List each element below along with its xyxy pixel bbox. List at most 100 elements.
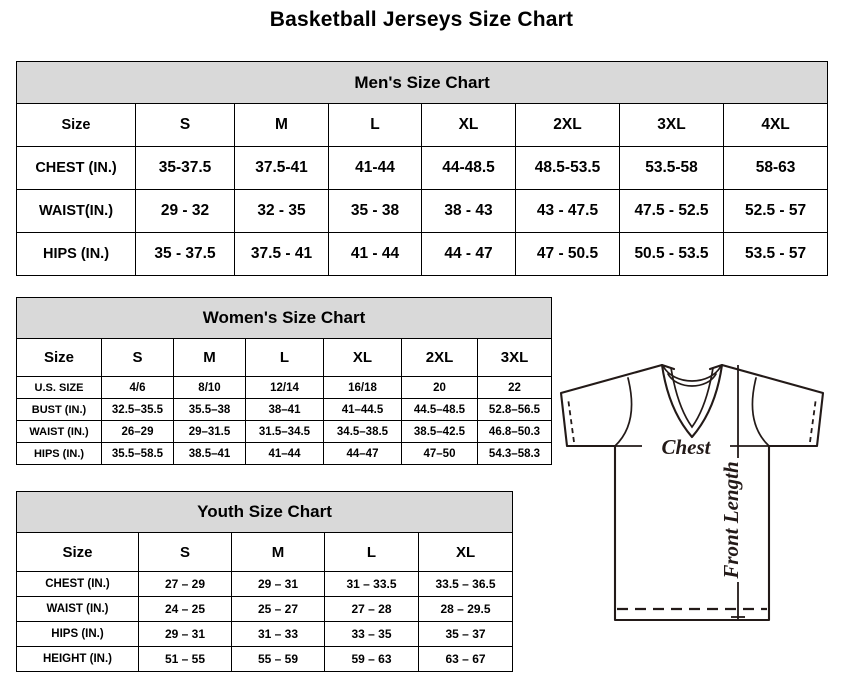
table-cell: 54.3–58.3 bbox=[476, 442, 553, 465]
table-cell: 35 – 37 bbox=[417, 621, 514, 647]
youth-row-label-chest: CHEST (IN.) bbox=[16, 571, 139, 597]
table-cell: 51 – 55 bbox=[138, 646, 232, 672]
table-row: WAIST (IN.) 24 – 25 25 – 27 27 – 28 28 –… bbox=[16, 596, 514, 622]
table-cell: 27 – 29 bbox=[138, 571, 232, 597]
table-cell: 37.5-41 bbox=[234, 146, 329, 190]
youth-col-size: Size bbox=[16, 532, 139, 572]
page-title: Basketball Jerseys Size Chart bbox=[269, 8, 574, 31]
table-cell: 26–29 bbox=[101, 420, 174, 443]
mens-col-m: M bbox=[234, 103, 329, 147]
table-cell: 12/14 bbox=[245, 376, 324, 399]
youth-col-xl: XL bbox=[417, 532, 514, 572]
table-row: CHEST (IN.) 27 – 29 29 – 31 31 – 33.5 33… bbox=[16, 571, 514, 597]
youth-row-label-height: HEIGHT (IN.) bbox=[16, 646, 139, 672]
womens-size-chart-table: Women's Size Chart Size S M L XL 2XL 3XL… bbox=[15, 297, 553, 465]
table-cell: 52.5 - 57 bbox=[722, 189, 829, 233]
table-cell: 28 – 29.5 bbox=[417, 596, 514, 622]
table-row: HEIGHT (IN.) 51 – 55 55 – 59 59 – 63 63 … bbox=[16, 646, 514, 672]
mens-row-label-waist: WAIST(IN.) bbox=[16, 189, 136, 233]
table-cell: 33 – 35 bbox=[324, 621, 419, 647]
mens-col-s: S bbox=[135, 103, 235, 147]
shirt-right-cuff-dash bbox=[809, 397, 817, 443]
shirt-body-outline bbox=[613, 444, 771, 622]
mens-col-3xl: 3XL bbox=[619, 103, 724, 147]
table-cell: 48.5-53.5 bbox=[515, 146, 620, 190]
womens-chart-caption: Women's Size Chart bbox=[15, 297, 553, 339]
table-cell: 29–31.5 bbox=[173, 420, 246, 443]
youth-col-s: S bbox=[138, 532, 232, 572]
table-cell: 34.5–38.5 bbox=[323, 420, 402, 443]
womens-col-m: M bbox=[173, 338, 246, 377]
table-cell: 47.5 - 52.5 bbox=[619, 189, 724, 233]
mens-col-size: Size bbox=[16, 103, 136, 147]
youth-header-row: Size S M L XL bbox=[16, 532, 514, 572]
table-row: BUST (IN.) 32.5–35.5 35.5–38 38–41 41–44… bbox=[16, 398, 553, 421]
mens-size-chart-table: Men's Size Chart Size S M L XL 2XL 3XL 4… bbox=[15, 61, 829, 276]
mens-header-row: Size S M L XL 2XL 3XL 4XL bbox=[16, 103, 829, 147]
table-cell: 58-63 bbox=[722, 146, 829, 190]
youth-caption-row: Youth Size Chart bbox=[15, 491, 514, 533]
jersey-svg: Chest Front Length bbox=[559, 363, 825, 622]
table-cell: 29 – 31 bbox=[231, 571, 325, 597]
table-cell: 35 - 37.5 bbox=[135, 232, 235, 276]
table-cell: 16/18 bbox=[323, 376, 402, 399]
shirt-left-armhole-seam bbox=[614, 377, 633, 447]
table-cell: 38.5–41 bbox=[173, 442, 246, 465]
table-row: WAIST(IN.) 29 - 32 32 - 35 35 - 38 38 - … bbox=[16, 189, 829, 233]
youth-size-chart-table: Youth Size Chart Size S M L XL CHEST (IN… bbox=[15, 491, 514, 672]
table-row: WAIST (IN.) 26–29 29–31.5 31.5–34.5 34.5… bbox=[16, 420, 553, 443]
youth-row-label-waist: WAIST (IN.) bbox=[16, 596, 139, 622]
womens-header-row: Size S M L XL 2XL 3XL bbox=[16, 338, 553, 377]
mens-col-2xl: 2XL bbox=[515, 103, 620, 147]
table-row: HIPS (IN.) 35.5–58.5 38.5–41 41–44 44–47… bbox=[16, 442, 553, 465]
table-cell: 50.5 - 53.5 bbox=[619, 232, 724, 276]
table-cell: 44-48.5 bbox=[421, 146, 516, 190]
table-cell: 32 - 35 bbox=[234, 189, 329, 233]
mens-col-4xl: 4XL bbox=[722, 103, 829, 147]
womens-col-s: S bbox=[101, 338, 174, 377]
table-row: HIPS (IN.) 29 – 31 31 – 33 33 – 35 35 – … bbox=[16, 621, 514, 647]
table-row: U.S. SIZE 4/6 8/10 12/14 16/18 20 22 bbox=[16, 376, 553, 399]
youth-col-l: L bbox=[324, 532, 419, 572]
table-cell: 41–44 bbox=[245, 442, 324, 465]
shirt-collar-arc-outer bbox=[662, 365, 722, 382]
shirt-right-armhole-seam bbox=[751, 377, 770, 447]
womens-col-l: L bbox=[245, 338, 324, 377]
table-row: CHEST (IN.) 35-37.5 37.5-41 41-44 44-48.… bbox=[16, 146, 829, 190]
womens-row-label-waist: WAIST (IN.) bbox=[16, 420, 102, 443]
table-cell: 41-44 bbox=[328, 146, 422, 190]
table-cell: 52.8–56.5 bbox=[476, 398, 553, 421]
table-cell: 41–44.5 bbox=[323, 398, 402, 421]
table-cell: 33.5 – 36.5 bbox=[417, 571, 514, 597]
table-cell: 55 – 59 bbox=[231, 646, 325, 672]
table-cell: 24 – 25 bbox=[138, 596, 232, 622]
table-cell: 47 - 50.5 bbox=[515, 232, 620, 276]
table-cell: 63 – 67 bbox=[417, 646, 514, 672]
shirt-right-sleeve-outline bbox=[708, 363, 825, 448]
table-cell: 8/10 bbox=[173, 376, 246, 399]
shirt-collar-arc-inner bbox=[667, 373, 717, 387]
table-cell: 27 – 28 bbox=[324, 596, 419, 622]
table-cell: 29 – 31 bbox=[138, 621, 232, 647]
youth-chart-caption: Youth Size Chart bbox=[15, 491, 514, 533]
table-cell: 44 - 47 bbox=[421, 232, 516, 276]
womens-col-xl: XL bbox=[323, 338, 402, 377]
front-length-label: Front Length bbox=[719, 461, 743, 579]
table-cell: 29 - 32 bbox=[135, 189, 235, 233]
chest-label: Chest bbox=[661, 435, 711, 459]
womens-caption-row: Women's Size Chart bbox=[15, 297, 553, 339]
table-cell: 35.5–38 bbox=[173, 398, 246, 421]
table-cell: 35 - 38 bbox=[328, 189, 422, 233]
table-cell: 38–41 bbox=[245, 398, 324, 421]
womens-row-label-us-size: U.S. SIZE bbox=[16, 376, 102, 399]
mens-row-label-hips: HIPS (IN.) bbox=[16, 232, 136, 276]
table-cell: 31 – 33.5 bbox=[324, 571, 419, 597]
womens-col-2xl: 2XL bbox=[401, 338, 478, 377]
mens-caption-row: Men's Size Chart bbox=[15, 61, 829, 104]
table-cell: 38.5–42.5 bbox=[401, 420, 478, 443]
table-cell: 44.5–48.5 bbox=[401, 398, 478, 421]
youth-row-label-hips: HIPS (IN.) bbox=[16, 621, 139, 647]
table-row: HIPS (IN.) 35 - 37.5 37.5 - 41 41 - 44 4… bbox=[16, 232, 829, 276]
mens-col-l: L bbox=[328, 103, 422, 147]
table-cell: 53.5 - 57 bbox=[722, 232, 829, 276]
